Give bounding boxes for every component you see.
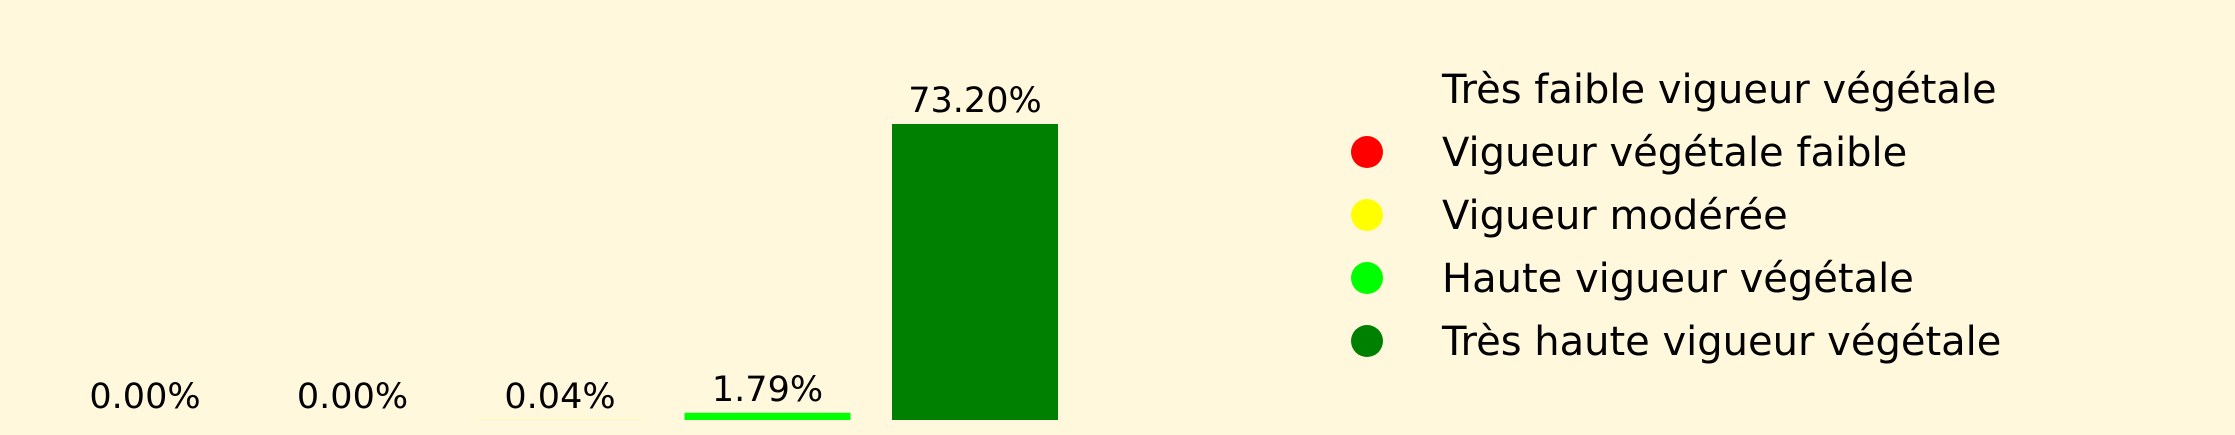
bar-labels-group: 0.00% 0.00% 0.04% 1.79% 73.20% <box>89 81 1041 417</box>
legend-marker-1 <box>1351 73 1383 105</box>
bar-value-label-4: 1.79% <box>712 370 823 410</box>
legend-label-5: Très haute vigueur végétale <box>1441 319 2001 365</box>
legend-marker-4 <box>1351 262 1383 294</box>
legend-label-2: Vigueur végétale faible <box>1442 130 1907 176</box>
legend-label-3: Vigueur modérée <box>1442 193 1788 239</box>
legend-label-1: Très faible vigueur végétale <box>1441 67 1997 113</box>
bar-4 <box>684 412 851 420</box>
legend-marker-2 <box>1351 136 1383 168</box>
bar-value-label-5: 73.20% <box>908 81 1041 121</box>
legend-label-4: Haute vigueur végétale <box>1442 256 1914 302</box>
bar-value-label-2: 0.00% <box>297 377 408 417</box>
bars-group <box>477 124 1058 420</box>
bar-value-label-1: 0.00% <box>89 377 200 417</box>
legend: Très faible vigueur végétale Vigueur végé… <box>1351 67 2001 365</box>
legend-marker-3 <box>1351 199 1383 231</box>
legend-marker-5 <box>1351 325 1383 357</box>
bar-5 <box>892 124 1058 420</box>
bar-value-label-3: 0.04% <box>504 377 615 417</box>
